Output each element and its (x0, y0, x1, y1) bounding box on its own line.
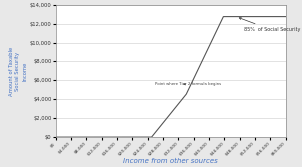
Text: 85%  of Social Security: 85% of Social Security (239, 18, 300, 32)
Y-axis label: Amount of Taxable
Social Security
Income: Amount of Taxable Social Security Income (9, 46, 27, 96)
X-axis label: Income from other sources: Income from other sources (123, 158, 218, 164)
Text: Point where Tier 2 formula begins: Point where Tier 2 formula begins (156, 82, 222, 86)
